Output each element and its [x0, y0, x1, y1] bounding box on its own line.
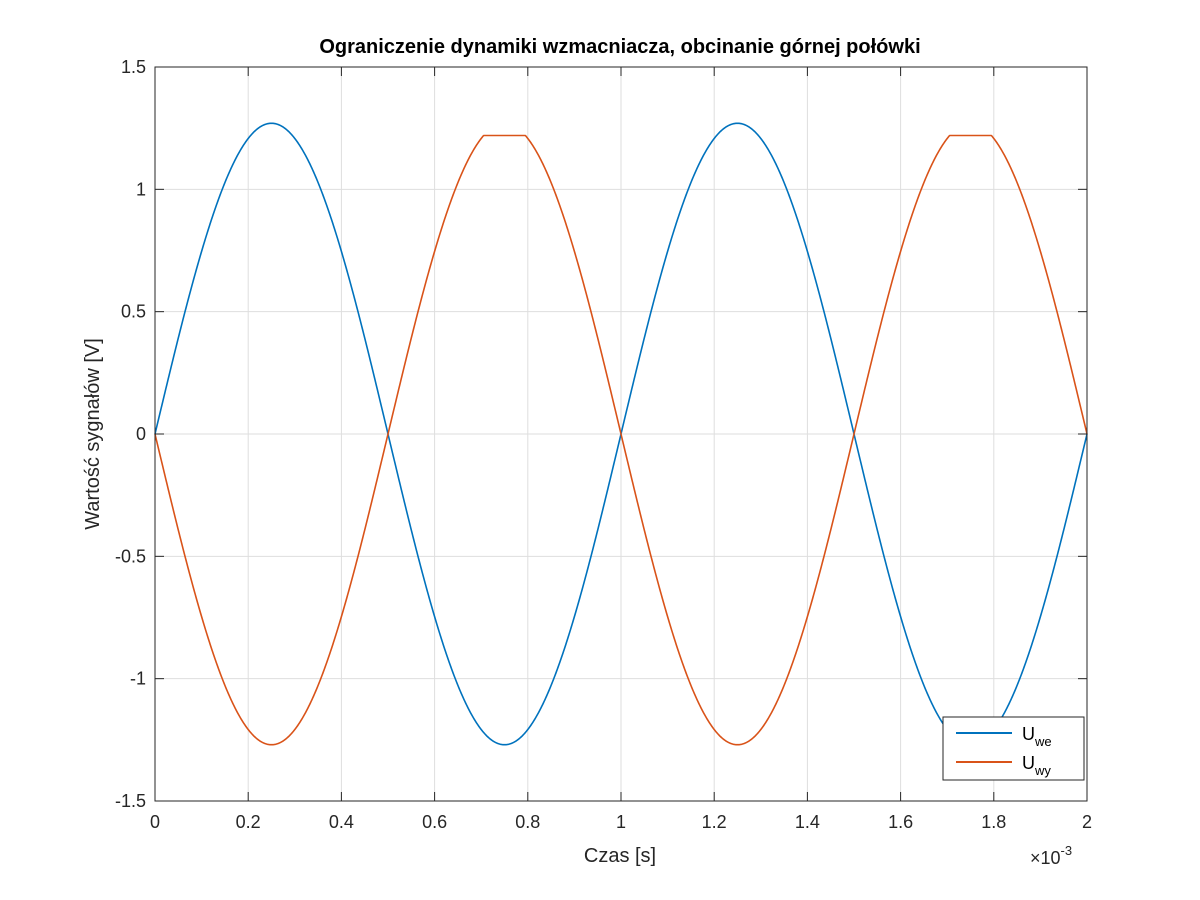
- x-tick-label: 0: [150, 812, 160, 832]
- x-axis-exponent: ×10-3: [1030, 843, 1072, 868]
- x-tick-label: 1.4: [795, 812, 820, 832]
- x-tick-label: 0.8: [515, 812, 540, 832]
- legend-label-uwe-name: U: [1022, 724, 1035, 744]
- legend-box: [942, 716, 1085, 781]
- legend-label-uwe: Uwe: [1022, 724, 1052, 749]
- x-tick-label: 1.2: [702, 812, 727, 832]
- y-tick-label: 1: [136, 179, 146, 199]
- y-tick-label: 0.5: [121, 302, 146, 322]
- series-lines: [154, 122, 1088, 746]
- y-tick-label: 0: [136, 424, 146, 444]
- legend-label-uwy-name: U: [1022, 753, 1035, 773]
- x-tick-label: 1.6: [888, 812, 913, 832]
- series-line-wy: [154, 134, 1088, 746]
- x-tick-label: 1: [616, 812, 626, 832]
- y-tick-label: -0.5: [115, 546, 146, 566]
- y-tick-label: -1.5: [115, 791, 146, 811]
- y-tick-label: -1: [130, 669, 146, 689]
- chart-title: Ograniczenie dynamiki wzmacniacza, obcin…: [319, 36, 920, 58]
- y-axis-label: Wartość sygnałów [V]: [82, 338, 104, 530]
- x-tick-label: 0.6: [422, 812, 447, 832]
- x-axis-exponent-power: -3: [1061, 843, 1073, 858]
- x-axis-label: Czas [s]: [584, 845, 656, 867]
- legend-label-uwy: Uwy: [1022, 753, 1051, 778]
- x-axis-exponent-base: ×10: [1030, 848, 1061, 868]
- x-tick-label: 0.4: [329, 812, 354, 832]
- ticks: 0 0.2 0.4 0.6 0.8 1 1.2 1.4 1.6 1.8 2 -1.5 -1 -0.5 0 0.…: [115, 57, 1092, 832]
- y-tick-label: 1.5: [121, 57, 146, 77]
- x-tick-label: 2: [1082, 812, 1092, 832]
- x-tick-label: 0.2: [236, 812, 261, 832]
- legend: Uwe Uwy: [942, 716, 1085, 781]
- x-tick-label: 1.8: [981, 812, 1006, 832]
- legend-label-uwy-subscript: wy: [1034, 763, 1051, 778]
- legend-label-uwe-subscript: we: [1034, 734, 1052, 749]
